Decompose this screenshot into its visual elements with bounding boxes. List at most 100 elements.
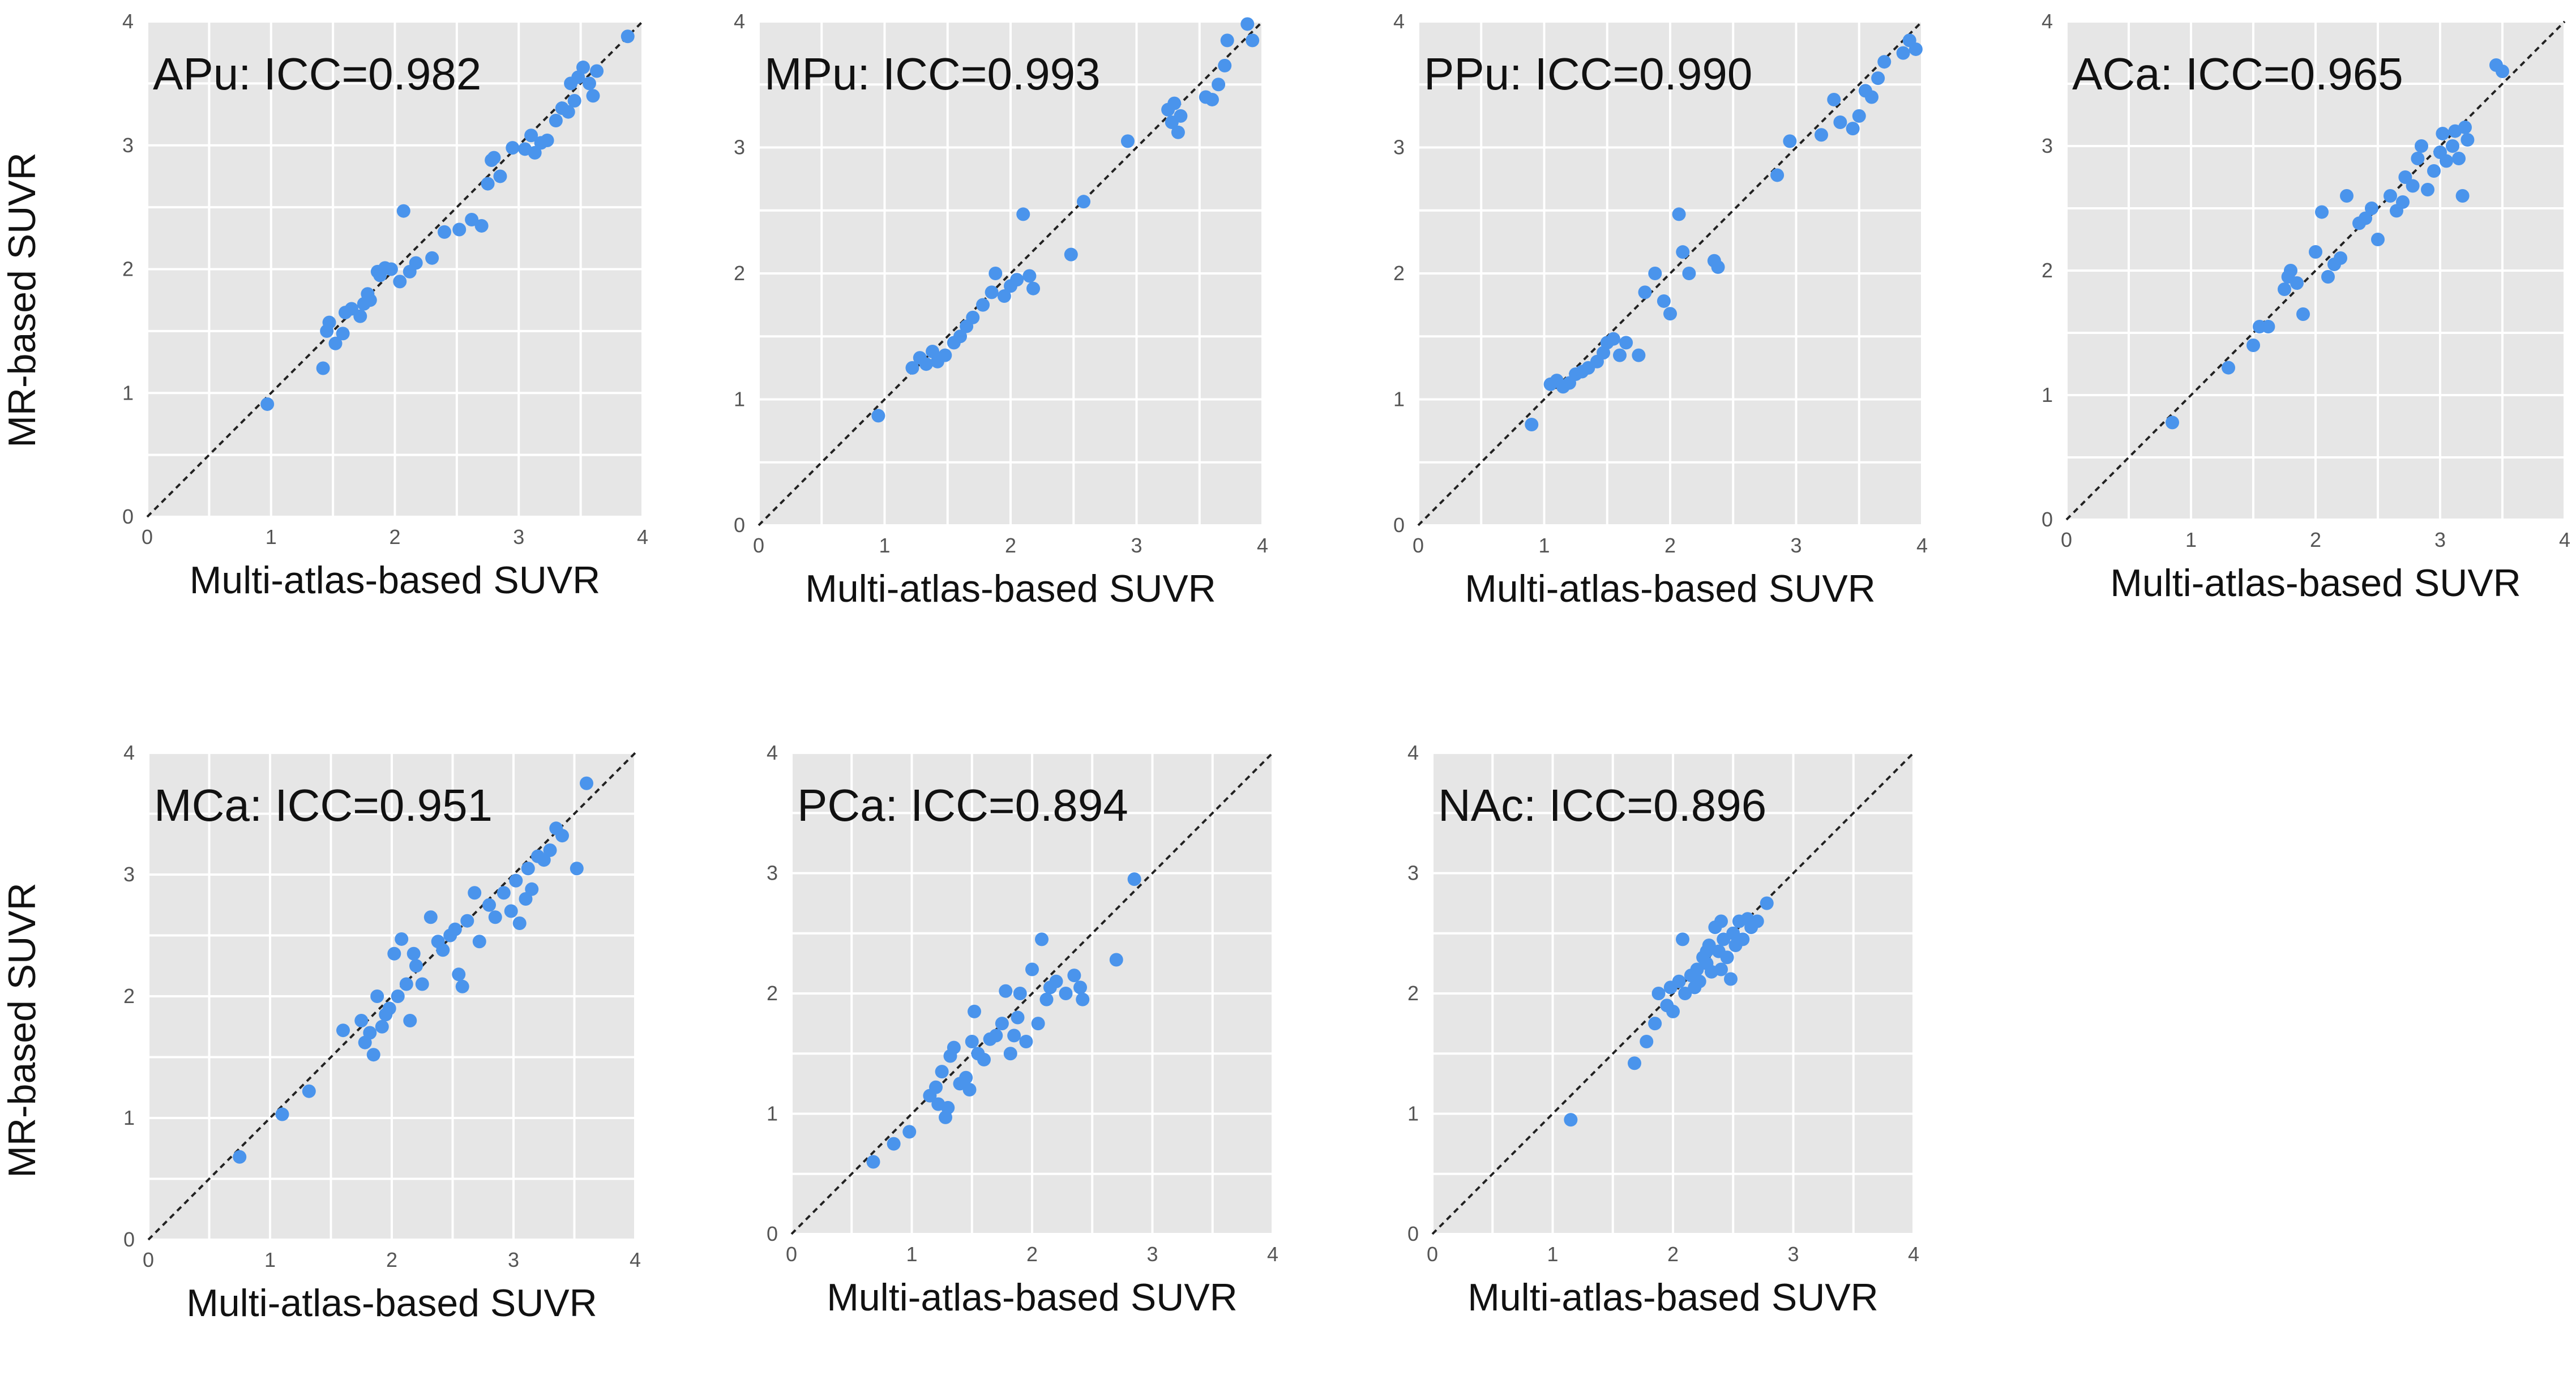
data-point	[1049, 974, 1063, 988]
data-point	[406, 946, 421, 961]
data-point	[2261, 320, 2275, 333]
data-point	[1909, 42, 1923, 56]
data-point	[1638, 285, 1652, 299]
data-point	[448, 922, 462, 936]
y-tick-label: 0	[1393, 513, 1405, 537]
data-point	[275, 1107, 289, 1121]
data-point	[2321, 270, 2335, 284]
data-point	[1783, 134, 1797, 148]
y-tick-label: 2	[2042, 259, 2053, 282]
panels: 0 1 2 3 4 0 1 2 3 4 APu: ICC=0.982 Multi-atlas-base…	[122, 10, 2570, 1325]
chart-panel-2: 0 1 2 3 4 0 1 2 3 4 MPu: ICC=0.993 Multi-atlas-base…	[734, 10, 1268, 610]
data-point	[506, 141, 520, 155]
data-point	[2461, 133, 2475, 147]
data-point	[2496, 65, 2509, 78]
data-point	[1613, 348, 1627, 362]
data-point	[425, 251, 439, 265]
data-point	[1714, 914, 1728, 928]
data-point	[1736, 932, 1750, 946]
y-tick-label: 0	[1407, 1222, 1419, 1245]
x-tick-label: 0	[142, 525, 153, 549]
x-tick-label: 3	[1146, 1243, 1158, 1266]
data-point	[1167, 96, 1182, 110]
data-point	[2284, 264, 2297, 277]
data-point	[1619, 336, 1633, 350]
data-point	[2436, 127, 2450, 140]
data-point	[1871, 71, 1885, 85]
data-point	[1692, 974, 1706, 988]
data-point	[488, 910, 502, 924]
y-tick-label: 1	[123, 1106, 135, 1129]
data-point	[438, 225, 451, 239]
data-point	[366, 1048, 380, 1062]
x-tick-label: 2	[1026, 1243, 1038, 1266]
x-tick-label: 0	[143, 1248, 154, 1271]
y-tick-label: 4	[734, 10, 745, 33]
x-tick-label: 1	[264, 1248, 276, 1271]
x-axis-title: Multi-atlas-based SUVR	[1465, 567, 1876, 610]
data-point	[1640, 1035, 1654, 1048]
data-point	[1064, 247, 1078, 262]
data-point	[555, 829, 569, 843]
y-tick-label: 1	[2042, 383, 2053, 406]
data-point	[2246, 339, 2260, 352]
data-point	[567, 94, 581, 108]
data-point	[902, 1125, 917, 1139]
ylabel-row-1: MR-based SUVR	[1, 152, 44, 448]
data-point	[472, 935, 486, 949]
data-point	[415, 977, 429, 991]
y-tick-label: 3	[767, 862, 778, 885]
data-point	[561, 105, 575, 119]
data-point	[2309, 245, 2322, 259]
data-point	[1700, 944, 1714, 958]
x-tick-label: 1	[879, 534, 890, 557]
identity-line	[2065, 20, 2566, 521]
data-point	[1827, 92, 1841, 106]
data-point	[233, 1150, 247, 1164]
data-point	[1127, 872, 1141, 886]
y-tick-label: 1	[1393, 388, 1405, 411]
y-tick-label: 1	[767, 1102, 778, 1125]
x-axis-title: Multi-atlas-based SUVR	[1467, 1276, 1878, 1319]
data-point	[1010, 273, 1024, 287]
y-tick-label: 3	[1407, 862, 1419, 885]
data-point	[621, 29, 635, 44]
data-point	[1031, 1017, 1045, 1031]
y-tick-label: 1	[734, 388, 745, 411]
data-point	[1077, 195, 1091, 209]
data-point	[999, 984, 1013, 998]
data-point	[409, 256, 423, 270]
data-point	[302, 1084, 316, 1098]
x-tick-label: 4	[1257, 534, 1268, 557]
y-tick-label: 3	[2042, 134, 2053, 157]
data-point	[947, 1040, 961, 1055]
data-point	[2334, 251, 2347, 265]
data-point	[1073, 980, 1087, 995]
data-point	[549, 114, 563, 127]
data-point	[2278, 282, 2291, 296]
data-point	[586, 89, 600, 103]
data-point	[474, 219, 489, 233]
data-point	[1750, 914, 1764, 928]
data-point	[395, 932, 409, 946]
x-tick-label: 4	[637, 525, 648, 549]
data-point	[487, 151, 501, 165]
chart-panel-3: 0 1 2 3 4 0 1 2 3 4 PPu: ICC=0.990 Multi-atlas-base…	[1393, 10, 1928, 610]
data-point	[1039, 992, 1054, 1006]
data-point	[2290, 276, 2304, 290]
data-point	[2396, 195, 2410, 209]
y-tick-label: 4	[122, 10, 134, 33]
x-axis-title: Multi-atlas-based SUVR	[2110, 562, 2521, 605]
data-point	[1657, 294, 1671, 308]
data-point	[465, 213, 479, 226]
data-point	[393, 275, 407, 289]
data-point	[926, 344, 940, 358]
x-axis-title: Multi-atlas-based SUVR	[186, 1282, 597, 1325]
x-tick-label: 4	[630, 1248, 641, 1271]
identity-line	[1417, 20, 1923, 526]
y-tick-label: 2	[122, 258, 134, 281]
data-point	[1720, 950, 1734, 965]
x-tick-label: 2	[1664, 534, 1676, 557]
data-point	[452, 222, 467, 237]
data-point	[1109, 953, 1123, 967]
